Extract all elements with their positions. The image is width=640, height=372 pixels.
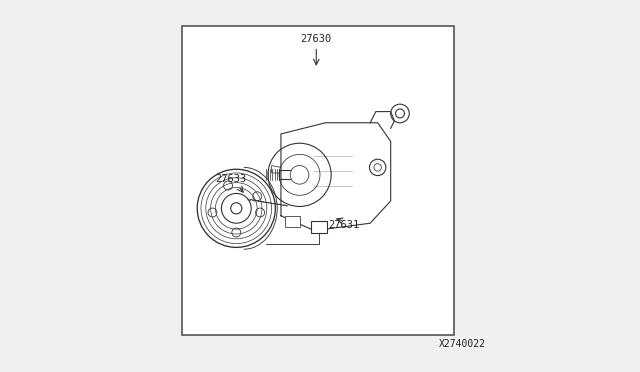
Text: X2740022: X2740022 [439, 339, 486, 349]
Text: 27633: 27633 [215, 174, 246, 183]
Text: 27630: 27630 [301, 34, 332, 44]
Bar [285, 216, 300, 227]
Bar [310, 221, 328, 232]
Text: 27631: 27631 [328, 220, 360, 230]
Bar [182, 26, 454, 335]
